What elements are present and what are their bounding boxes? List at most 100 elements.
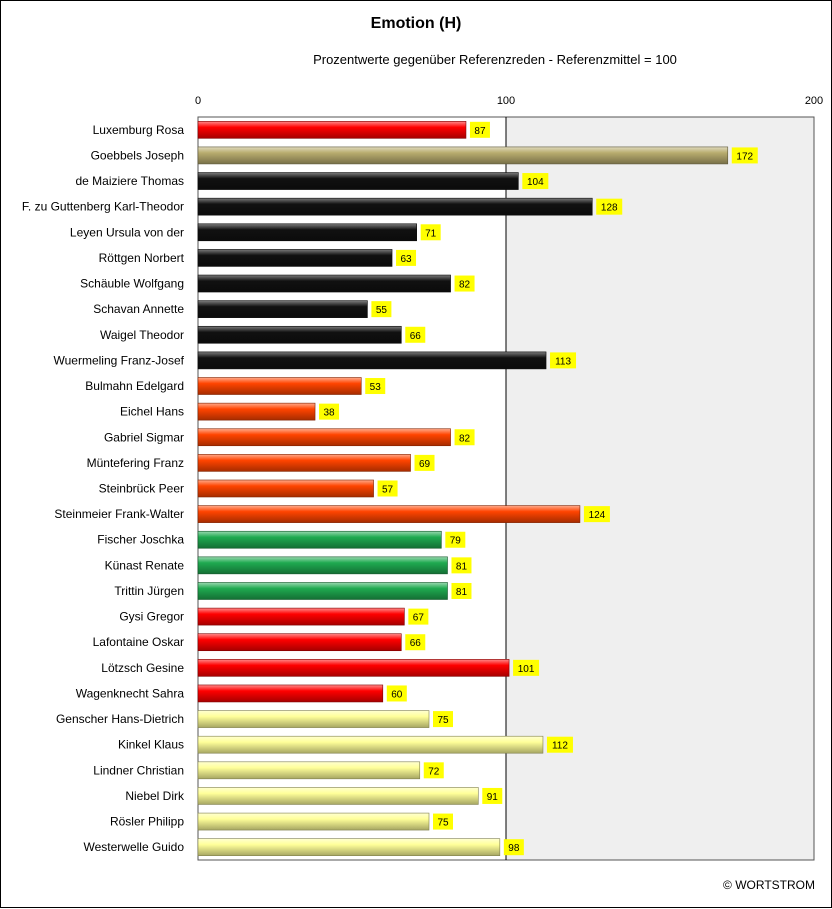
value-label: 55 [376, 305, 388, 316]
value-label: 112 [552, 741, 568, 752]
value-label-box [513, 659, 540, 676]
bar [197, 530, 442, 549]
category-label: Luxemburg Rosa [93, 123, 185, 137]
bar [197, 633, 402, 652]
category-label: Bulmahn Edelgard [85, 379, 184, 393]
category-label: Fischer Joschka [97, 533, 184, 547]
value-label: 60 [391, 689, 403, 700]
value-label-box [454, 429, 475, 446]
value-label: 63 [400, 254, 412, 265]
category-label: Lötzsch Gesine [101, 661, 184, 675]
category-label: Waigel Theodor [100, 328, 184, 342]
category-label: Steinbrück Peer [99, 482, 184, 496]
category-label: de Maiziere Thomas [76, 174, 185, 188]
bar [197, 761, 421, 780]
value-label-box [503, 839, 524, 856]
value-label: 38 [323, 408, 335, 419]
bar [197, 735, 544, 754]
value-label: 66 [410, 638, 422, 649]
plot-area: 0 100 200 Luxemburg Rosa 87 Goebbels Joseph 17… [22, 95, 823, 861]
value-label-box [546, 736, 573, 753]
credit-label: © WORTSTROM [723, 878, 815, 892]
bar [197, 249, 393, 267]
value-label-box [377, 480, 398, 497]
category-label: Goebbels Joseph [91, 148, 184, 162]
value-label-box [396, 249, 417, 266]
value-label-box [451, 557, 472, 574]
value-label-box [469, 121, 490, 138]
value-label: 75 [437, 715, 449, 726]
bar [197, 223, 417, 242]
category-label: Schäuble Wolfgang [80, 277, 184, 291]
category-label: Künast Renate [105, 558, 185, 572]
bar [197, 402, 316, 421]
category-label: Lafontaine Oskar [93, 635, 184, 649]
bar [197, 146, 729, 165]
value-label-box [408, 608, 429, 625]
bar [197, 812, 430, 831]
value-label: 81 [456, 561, 468, 572]
x-tick-label: 0 [195, 95, 201, 107]
bar [197, 428, 451, 447]
value-label: 87 [474, 126, 486, 137]
bar [197, 121, 467, 139]
chart-subtitle: Prozentwerte gegenüber Referenzreden - R… [313, 52, 677, 67]
value-label: 98 [508, 843, 520, 854]
value-label-box [405, 326, 426, 343]
value-label-box [583, 506, 610, 523]
value-label: 69 [419, 459, 431, 470]
bar [197, 479, 374, 498]
value-label-box [420, 224, 441, 241]
value-label: 82 [459, 280, 471, 291]
category-label: Wuermeling Franz-Josef [54, 353, 185, 367]
category-label: Eichel Hans [120, 405, 184, 419]
value-label-box [482, 787, 503, 804]
value-label: 91 [487, 792, 499, 803]
value-label: 75 [437, 818, 449, 829]
category-label: Gysi Gregor [119, 610, 184, 624]
bar [197, 787, 479, 805]
category-label: Lindner Christian [93, 763, 184, 777]
value-label: 128 [601, 203, 618, 214]
bar [197, 505, 581, 523]
bar [197, 454, 411, 472]
value-label-box [731, 147, 758, 164]
value-label-box [414, 454, 435, 471]
bar [197, 300, 368, 318]
bar [197, 556, 448, 575]
category-label: Schavan Annette [93, 302, 184, 316]
value-label-box [433, 711, 453, 728]
value-label-box [386, 685, 407, 702]
value-label-box [433, 813, 453, 830]
category-label: Westerwelle Guido [84, 840, 185, 854]
bar [197, 684, 384, 703]
value-label-box [451, 582, 472, 599]
value-label: 79 [450, 536, 462, 547]
value-label: 71 [425, 228, 437, 239]
value-label-box [596, 198, 623, 215]
value-label-box [405, 634, 426, 651]
category-label: Genscher Hans-Dietrich [56, 712, 184, 726]
x-tick-label: 200 [805, 95, 823, 107]
category-label: Gabriel Sigmar [104, 430, 184, 444]
value-label-box [550, 352, 577, 369]
value-label-box [522, 173, 549, 190]
category-label: Rösler Philipp [110, 815, 184, 829]
value-label: 72 [428, 766, 440, 777]
bar [197, 710, 430, 728]
bar [197, 351, 547, 370]
category-label: Kinkel Klaus [118, 738, 184, 752]
category-label: Röttgen Norbert [99, 251, 185, 265]
category-label: Müntefering Franz [87, 456, 184, 470]
bar [197, 838, 501, 856]
value-label: 57 [382, 485, 394, 496]
value-label: 113 [555, 356, 571, 367]
bar [197, 659, 510, 677]
category-label: Wagenknecht Sahra [76, 686, 185, 700]
value-label-box [319, 403, 340, 420]
value-label: 53 [370, 382, 382, 393]
value-label-box [423, 762, 444, 779]
value-label: 66 [410, 331, 422, 342]
bar [197, 197, 593, 216]
